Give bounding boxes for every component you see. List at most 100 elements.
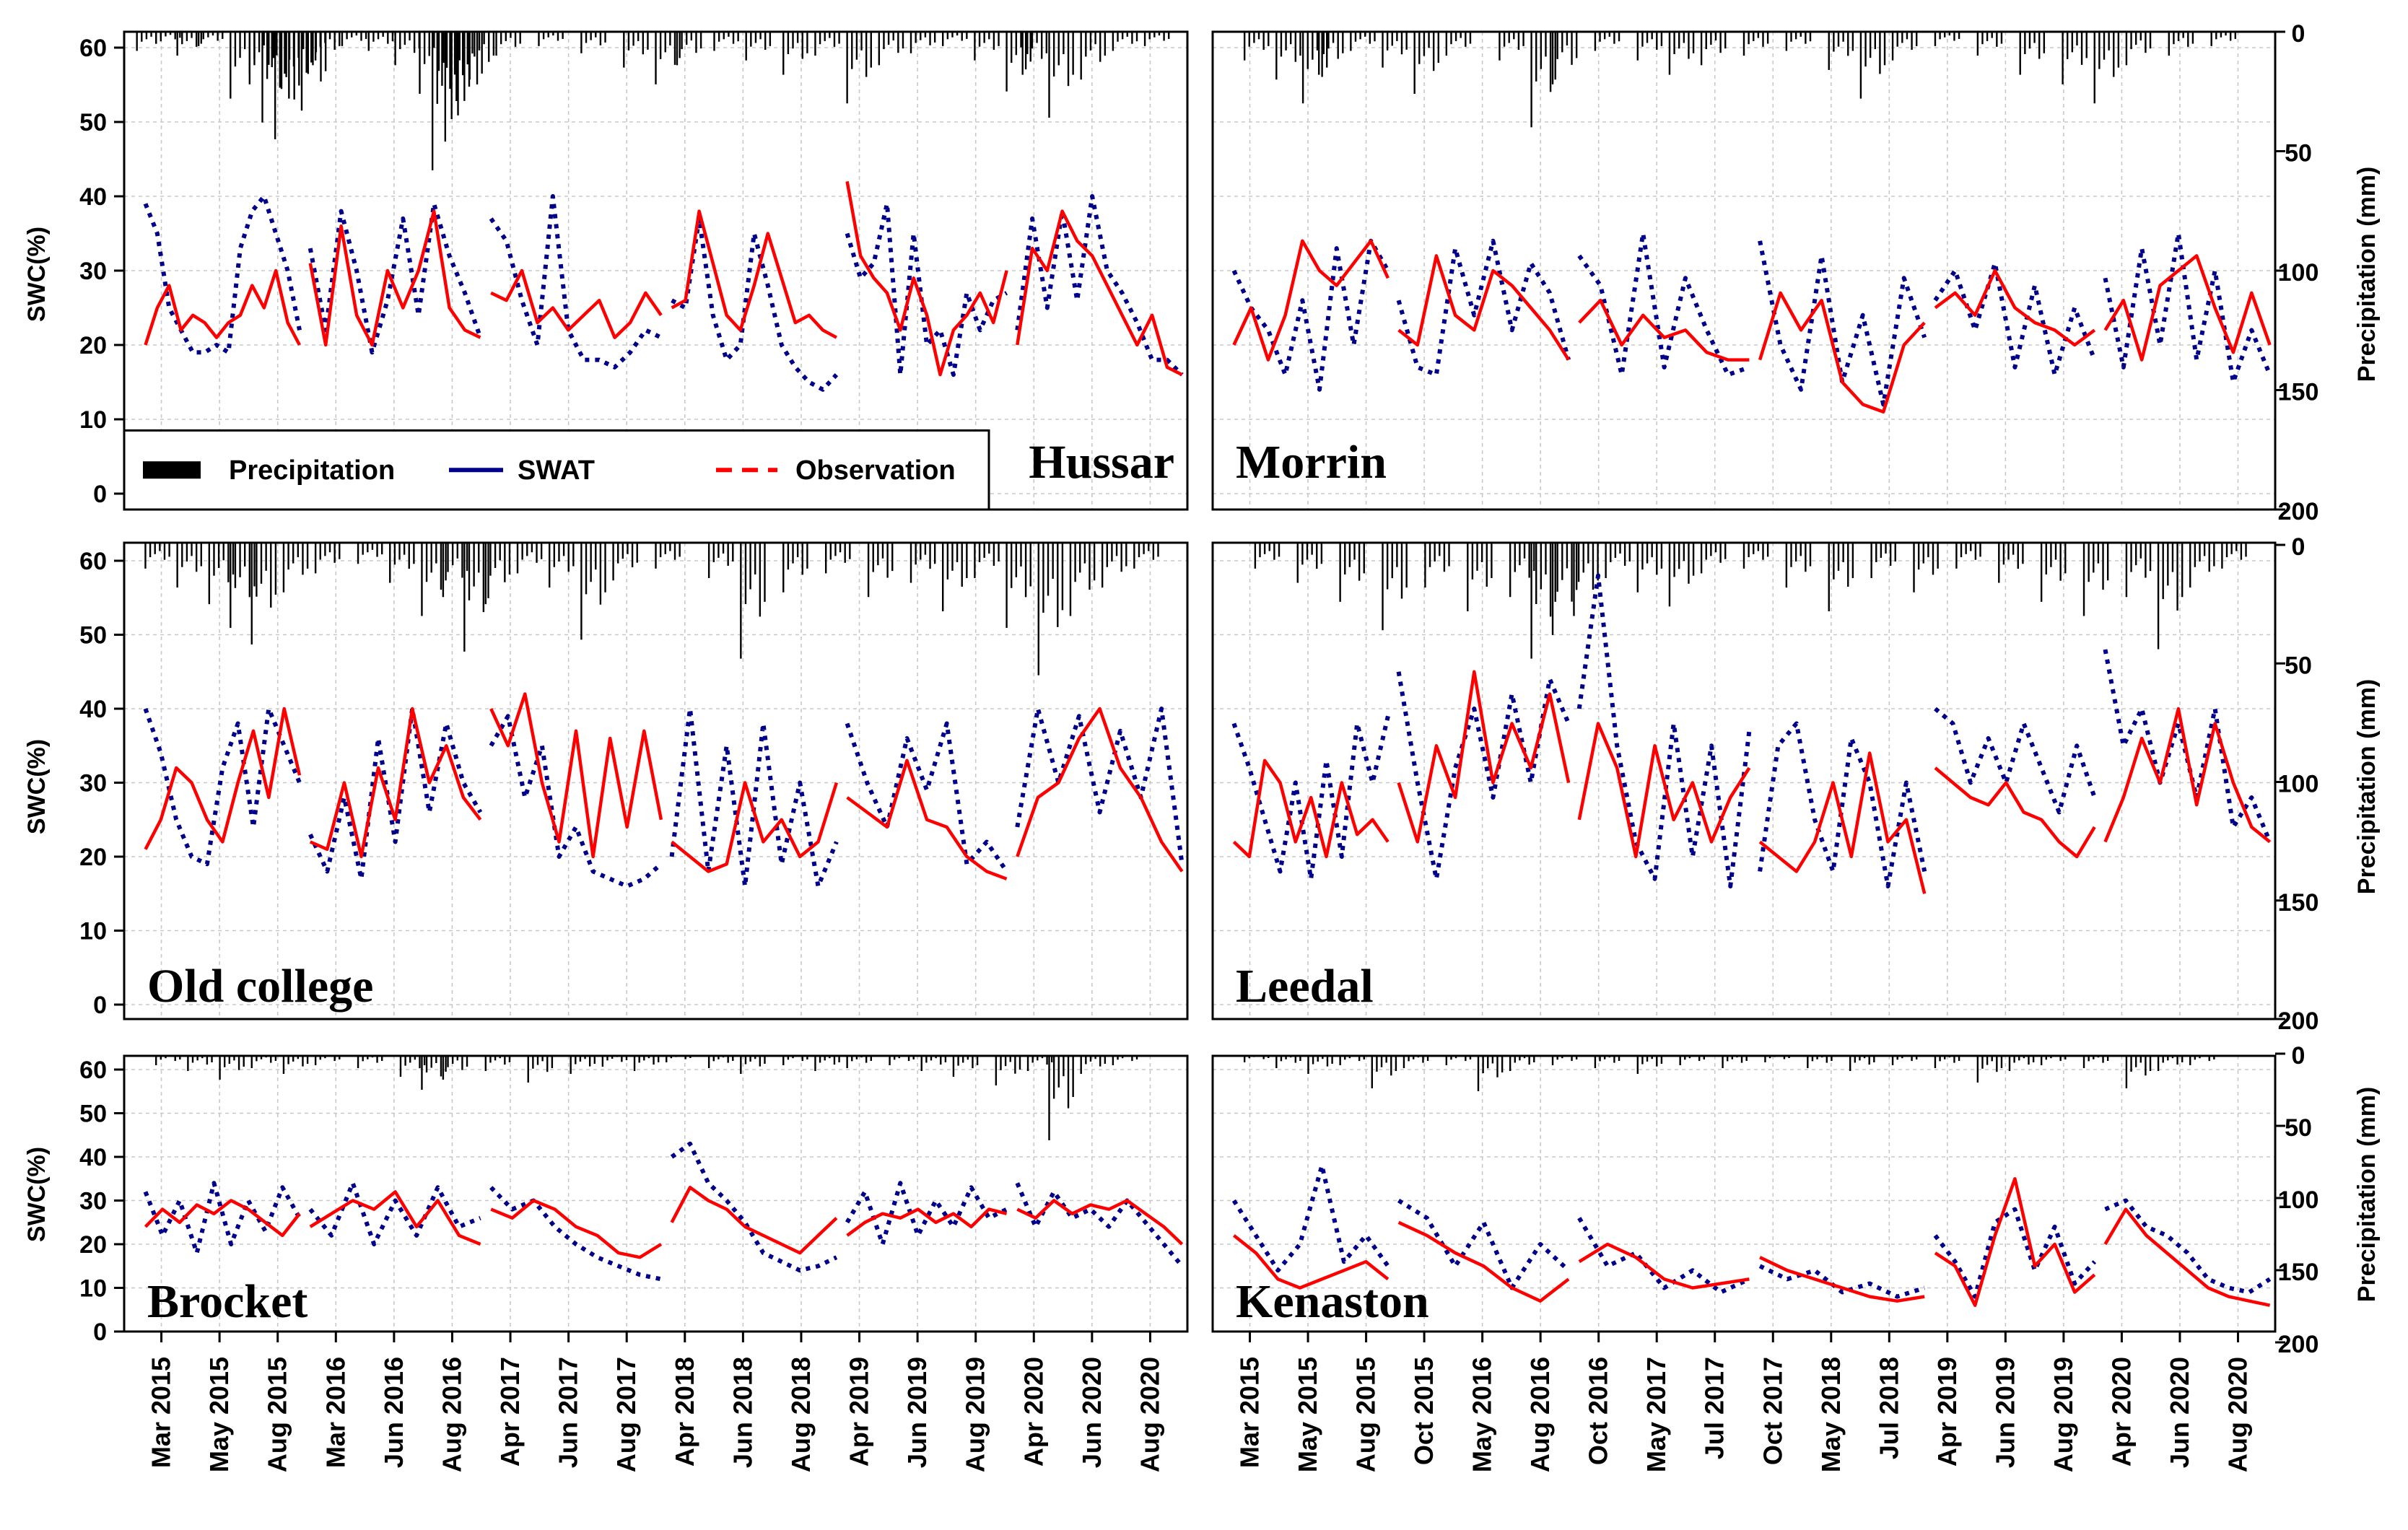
swat-series-line — [1015, 707, 1185, 865]
site-label: Morrin — [1236, 436, 1387, 489]
legend: Precipitation SWAT Observation — [123, 429, 990, 511]
precip-tick-label: 0 — [2292, 533, 2306, 561]
swat-series-line — [489, 194, 663, 370]
y-tick-label: 0 — [93, 481, 107, 508]
y-tick-label: 0 — [93, 1319, 107, 1346]
left-axis-label-row-3: SWC(%) — [23, 1147, 51, 1242]
panel-grid: 0 10 20 30 40 50 60 Hussar Precipitation SWAT Obse… — [79, 20, 2318, 1358]
swat-series-line — [143, 707, 302, 867]
swat-series-line — [308, 707, 483, 881]
swat-series-line — [1396, 238, 1571, 377]
observation-series-line — [308, 209, 481, 347]
panel-frame — [1211, 541, 2277, 1020]
x-tick-label: Mar 2015 — [147, 1357, 176, 1468]
x-tick-label: May 2016 — [1467, 1357, 1497, 1472]
right-axis-label-row-2: Precipitation (mm) — [2353, 679, 2381, 894]
observation-series-line — [1934, 268, 2096, 347]
swat-series-line — [1758, 721, 1927, 888]
precip-tick-label: 200 — [2278, 1007, 2319, 1035]
swat-series-line — [1231, 1163, 1390, 1273]
y-tick-label: 60 — [79, 548, 107, 575]
observation-series-line — [1758, 751, 1927, 894]
x-tick-label: Aug 2016 — [437, 1357, 466, 1472]
panel-hussar: 0 10 20 30 40 50 60 Hussar Precipitation SWAT Obse… — [79, 30, 1189, 511]
observation-series-line — [845, 181, 1008, 377]
y-tick-label: 10 — [79, 918, 107, 945]
y-tick-label: 30 — [79, 258, 107, 285]
x-tick-label: Jun 2019 — [902, 1357, 932, 1468]
site-label: Old college — [147, 960, 373, 1013]
x-tick-label: Oct 2016 — [1584, 1357, 1613, 1465]
x-tick-label: Aug 2017 — [611, 1357, 641, 1472]
x-tick-label: Apr 2017 — [495, 1357, 525, 1466]
x-tick-label: Oct 2017 — [1758, 1357, 1787, 1465]
y-tick-label: 50 — [79, 109, 107, 136]
right-axis-label-row-1: Precipitation (mm) — [2353, 167, 2381, 382]
x-tick-label: Oct 2015 — [1409, 1357, 1439, 1465]
x-tick-label: May 2015 — [1293, 1357, 1322, 1472]
observation-series-line — [490, 268, 663, 339]
site-label: Leedal — [1236, 960, 1374, 1013]
swat-series-line — [1397, 1198, 1571, 1290]
observation-series-line — [1577, 722, 1751, 859]
swat-series-line — [1577, 231, 1750, 377]
swat-series-line — [1758, 1264, 1926, 1299]
legend-swat-label: SWAT — [518, 455, 595, 486]
x-tick-label: May 2018 — [1816, 1357, 1846, 1472]
observation-series-line — [309, 707, 482, 859]
observation-series-line — [1397, 254, 1571, 361]
swat-series-line — [308, 1181, 481, 1246]
precip-tick-label: 100 — [2278, 1186, 2319, 1214]
y-tick-label: 30 — [79, 770, 107, 797]
observation-series-line — [1578, 1242, 1750, 1290]
x-tick-label: Aug 2018 — [786, 1357, 816, 1472]
site-label: Brocket — [147, 1275, 307, 1328]
observation-series-line — [1233, 1234, 1390, 1290]
x-tick-label: Jun 2019 — [1990, 1357, 2020, 1468]
x-tick-label: Aug 2020 — [2222, 1357, 2252, 1472]
swat-series-line — [1015, 1182, 1184, 1268]
observation-series-line — [489, 692, 663, 859]
panel-leedal: 0 50 100 150 200 Leedal — [1211, 533, 2319, 1035]
swat-series-line — [1933, 261, 2097, 377]
legend-precip-label: Precipitation — [229, 455, 395, 486]
legend-obs-label: Observation — [795, 455, 956, 486]
observation-series-line — [144, 707, 302, 850]
panel-morrin: 0 50 100 150 200 Morrin — [1211, 20, 2318, 525]
y-tick-label: 0 — [93, 992, 107, 1019]
swat-series-line — [1758, 240, 1927, 407]
swat-series-line — [1015, 194, 1184, 377]
observation-series-line — [2103, 1207, 2271, 1307]
precip-tick-label: 150 — [2278, 889, 2319, 917]
observation-series-line — [1758, 291, 1926, 414]
observation-series-line — [490, 1199, 663, 1259]
swat-series-line — [671, 216, 839, 392]
site-label: Hussar — [1029, 436, 1174, 489]
precip-tick-label: 200 — [2278, 1331, 2319, 1358]
swat-series-line — [2104, 1198, 2272, 1295]
swat-series-line — [143, 194, 302, 355]
legend-box — [123, 429, 990, 511]
observation-series-line — [1397, 1220, 1570, 1303]
precip-tick-label: 50 — [2285, 1114, 2312, 1142]
y-tick-label: 30 — [79, 1188, 107, 1215]
x-tick-label: Jun 2018 — [728, 1357, 757, 1468]
left-axis-label-row-2: SWC(%) — [23, 739, 51, 834]
panel-old-college: 0 10 20 30 40 50 60 Old college — [79, 541, 1189, 1020]
swat-series-line — [845, 201, 1008, 377]
site-label: Kenaston — [1236, 1275, 1429, 1328]
swat-series-line — [670, 1141, 838, 1273]
y-tick-label: 50 — [79, 1101, 107, 1128]
x-tick-label: Apr 2018 — [670, 1357, 699, 1466]
observation-series-line — [1578, 298, 1750, 362]
observation-series-line — [1397, 670, 1571, 844]
y-tick-label: 50 — [79, 622, 107, 650]
left-axis-label-row-1: SWC(%) — [23, 227, 51, 322]
precip-tick-label: 50 — [2285, 652, 2312, 679]
x-tick-label: Jun 2017 — [554, 1357, 583, 1468]
panel-frame — [1211, 1054, 2277, 1333]
swat-series-line — [489, 1186, 662, 1282]
x-tick-label: Jul 2017 — [1700, 1357, 1729, 1459]
observation-series-line — [846, 759, 1008, 880]
